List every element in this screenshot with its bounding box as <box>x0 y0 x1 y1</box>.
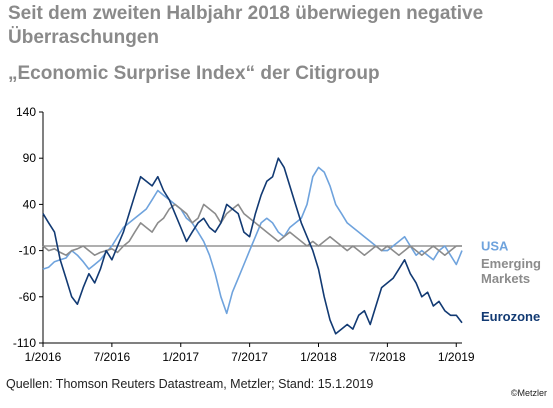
series-label-emerging-markets: Emerging Markets <box>481 256 541 286</box>
series-line-usa <box>42 166 463 315</box>
y-tick-label: 140 <box>16 105 36 119</box>
y-tick-label: 90 <box>23 151 37 165</box>
source-note: Quellen: Thomson Reuters Datastream, Met… <box>6 377 374 391</box>
y-tick-label: -110 <box>13 336 36 350</box>
x-tick-label: 1/2018 <box>300 350 337 364</box>
series-line-emerging-markets <box>42 203 462 256</box>
x-tick-label: 7/2017 <box>231 350 268 364</box>
x-tick-label: 1/2019 <box>438 350 475 364</box>
y-tick-label: -60 <box>19 290 37 304</box>
x-tick-label: 1/2017 <box>162 350 199 364</box>
y-tick-label: -10 <box>19 244 37 258</box>
copyright-note: ©Metzler <box>510 388 547 398</box>
series-line-eurozone <box>42 157 463 335</box>
chart-title: Seit dem zweiten Halbjahr 2018 überwiege… <box>8 3 484 48</box>
x-tick-label: 7/2016 <box>94 350 131 364</box>
series-label-eurozone: Eurozone <box>481 309 540 324</box>
y-tick-label: 40 <box>23 197 37 211</box>
chart-subtitle: „Economic Surprise Index“ der Citigroup <box>8 63 380 84</box>
x-tick-label: 1/2016 <box>25 350 62 364</box>
x-tick-label: 7/2018 <box>369 350 406 364</box>
series-label-usa: USA <box>481 239 509 254</box>
